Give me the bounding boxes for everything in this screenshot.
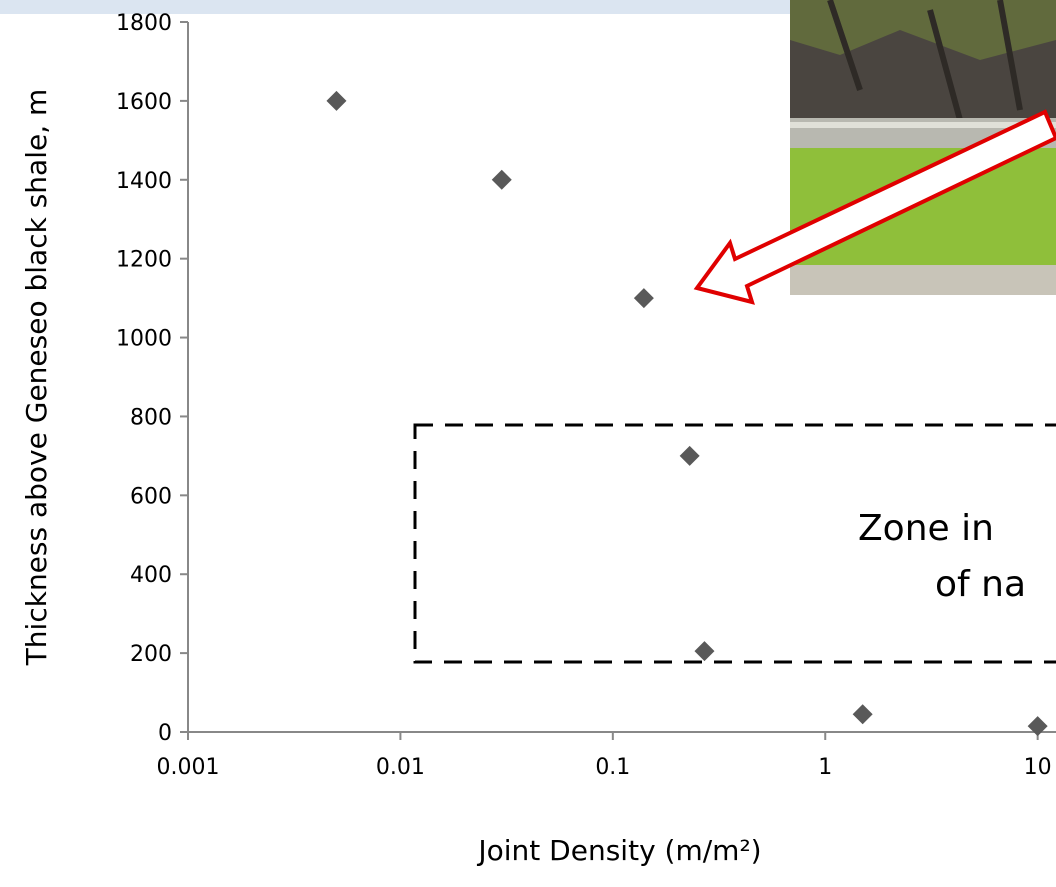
point: [633, 288, 654, 309]
y-tick-label: 800: [130, 405, 172, 430]
top-band: [0, 0, 790, 14]
x-tick-label: 0.001: [157, 755, 220, 780]
x-tick-label: 0.1: [595, 755, 630, 780]
x-tick-label: 1: [818, 755, 832, 780]
y-tick-label: 200: [130, 642, 172, 667]
y-tick-label: 0: [158, 721, 172, 746]
point: [852, 704, 873, 725]
x-tick-label: 10: [1024, 755, 1052, 780]
y-tick-label: 1400: [116, 169, 172, 194]
y-axis-label: Thickness above Geneseo black shale, m: [20, 89, 53, 667]
point: [1027, 716, 1048, 737]
y-tick-label: 1800: [116, 11, 172, 36]
x-axis-label: Joint Density (m/m²): [476, 834, 761, 867]
point: [326, 90, 347, 111]
zone-box: [413, 423, 1056, 664]
y-tick-label: 400: [130, 563, 172, 588]
annotation: of na: [935, 564, 1026, 605]
point: [491, 169, 512, 190]
arrow: [693, 109, 1056, 305]
point: [694, 641, 715, 662]
y-tick-label: 1200: [116, 248, 172, 273]
y-tick-label: 600: [130, 484, 172, 509]
annotation: Zone in: [858, 508, 994, 549]
point: [679, 445, 700, 466]
y-tick-label: 1600: [116, 90, 172, 115]
y-tick-label: 1000: [116, 327, 172, 352]
x-tick-label: 0.01: [376, 755, 425, 780]
